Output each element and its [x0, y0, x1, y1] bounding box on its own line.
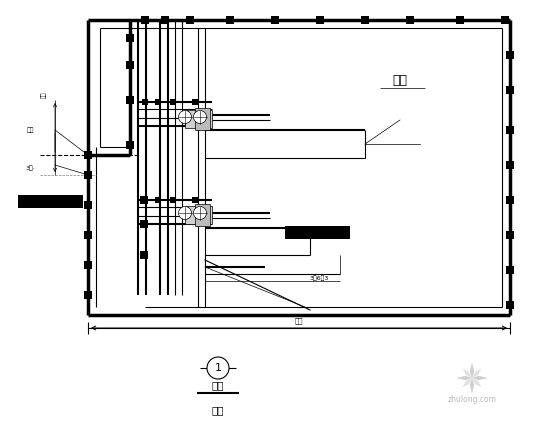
Bar	[84, 201, 92, 209]
Text: 3标6标3: 3标6标3	[310, 275, 329, 281]
Polygon shape	[463, 378, 472, 387]
Bar	[84, 261, 92, 269]
Bar	[501, 16, 509, 24]
Bar	[155, 197, 161, 203]
Bar	[195, 108, 210, 130]
Bar	[226, 16, 234, 24]
Bar	[506, 126, 514, 134]
Bar	[126, 61, 134, 69]
Bar	[126, 141, 134, 149]
Bar	[506, 51, 514, 59]
Bar	[84, 291, 92, 299]
Bar	[506, 231, 514, 239]
Bar	[186, 16, 194, 24]
Bar	[155, 99, 161, 105]
Bar	[185, 110, 212, 128]
Bar	[406, 16, 414, 24]
Text: 3标·: 3标·	[25, 165, 35, 171]
Text: 标注: 标注	[295, 317, 304, 324]
Bar	[126, 96, 134, 104]
Bar	[84, 231, 92, 239]
Polygon shape	[456, 376, 472, 380]
Polygon shape	[470, 362, 474, 378]
Bar	[192, 197, 198, 203]
Bar	[170, 99, 176, 105]
Text: 标注: 标注	[41, 92, 47, 98]
Bar	[161, 16, 169, 24]
Bar	[506, 266, 514, 274]
Bar	[316, 16, 324, 24]
Bar	[142, 197, 148, 203]
Bar	[506, 196, 514, 204]
Bar	[84, 171, 92, 179]
Bar	[192, 99, 198, 105]
Polygon shape	[470, 378, 474, 394]
Circle shape	[179, 110, 192, 123]
Bar	[506, 86, 514, 94]
Bar	[506, 301, 514, 309]
Bar	[361, 16, 369, 24]
Polygon shape	[463, 369, 472, 378]
Polygon shape	[472, 376, 488, 380]
Polygon shape	[472, 378, 481, 387]
Text: 室外: 室外	[212, 380, 224, 390]
Text: zhulong.com: zhulong.com	[447, 395, 497, 404]
Text: 标注: 标注	[26, 127, 34, 133]
Bar	[140, 251, 148, 259]
Bar	[140, 220, 148, 228]
Circle shape	[179, 207, 192, 220]
Bar	[142, 99, 148, 105]
Text: 室内: 室内	[212, 405, 224, 415]
Bar	[170, 197, 176, 203]
Bar	[84, 151, 92, 159]
Bar	[195, 204, 210, 226]
Circle shape	[194, 207, 207, 220]
Bar	[456, 16, 464, 24]
Text: 室内: 室内	[393, 74, 408, 87]
Bar	[140, 196, 148, 204]
Bar	[506, 161, 514, 169]
Bar	[185, 206, 212, 224]
Bar	[126, 34, 134, 42]
Bar	[18, 195, 83, 208]
Bar	[141, 16, 149, 24]
Bar	[271, 16, 279, 24]
Circle shape	[194, 110, 207, 123]
Bar	[285, 226, 350, 239]
Text: 1: 1	[214, 363, 222, 373]
Circle shape	[207, 357, 229, 379]
Polygon shape	[472, 369, 481, 378]
